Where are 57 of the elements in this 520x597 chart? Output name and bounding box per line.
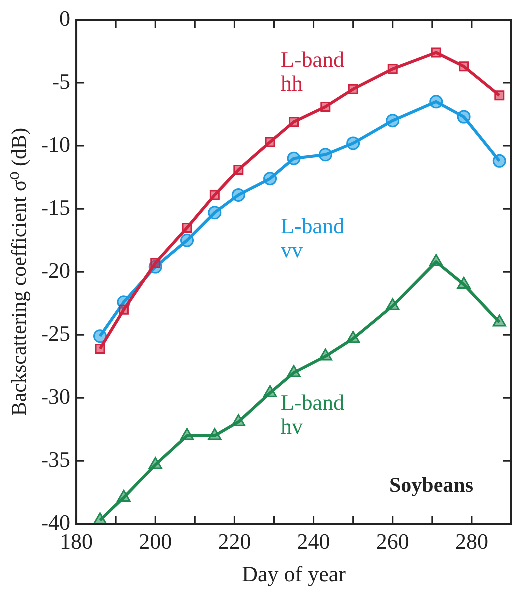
point [289, 117, 300, 128]
point [232, 188, 246, 202]
y-tick-label: -20 [41, 258, 71, 283]
point [430, 254, 444, 266]
x-tick-label: 280 [455, 529, 488, 554]
point [386, 114, 400, 128]
y-axis-title: Backscattering coefficient σ⁰ (dB) [7, 128, 32, 416]
point [208, 428, 222, 440]
point [182, 222, 192, 233]
annotation: Soybeans [389, 473, 474, 498]
point [210, 190, 220, 200]
point [346, 331, 360, 344]
point [180, 428, 194, 440]
point [117, 490, 131, 502]
point [232, 414, 246, 426]
series-label: L-band vv [280, 213, 344, 262]
point [265, 137, 276, 148]
point [388, 64, 398, 74]
x-tick-label: 220 [218, 529, 252, 554]
point [492, 154, 506, 168]
y-tick-label: -15 [41, 194, 71, 220]
point [94, 330, 107, 344]
point [386, 298, 400, 310]
point [348, 84, 358, 94]
point [287, 365, 301, 378]
point [457, 276, 471, 289]
point [318, 148, 332, 162]
point [263, 385, 278, 398]
x-axis-title: Day of year [242, 562, 347, 587]
point [430, 95, 444, 109]
point [95, 344, 106, 354]
point [320, 102, 331, 112]
y-tick-label: -25 [41, 320, 71, 346]
x-tick-label: 200 [139, 529, 172, 554]
point [264, 172, 278, 186]
point [459, 62, 470, 72]
point [492, 314, 506, 327]
point [118, 304, 129, 315]
point [494, 90, 505, 101]
point [431, 48, 442, 58]
point [180, 234, 194, 248]
series-label: L-band hv [280, 390, 344, 439]
point [457, 110, 471, 124]
point [208, 206, 222, 220]
point [234, 165, 244, 175]
x-tick-label: 260 [376, 529, 410, 554]
y-tick-label: -10 [41, 132, 71, 157]
y-tick-label: 0 [60, 6, 71, 31]
point [148, 457, 162, 470]
x-tick-label: 240 [297, 529, 330, 554]
point [346, 136, 360, 150]
y-tick-label: -30 [41, 384, 71, 409]
point [287, 152, 301, 166]
y-tick-label: -5 [52, 68, 71, 94]
y-tick-label: -35 [41, 446, 71, 472]
series-label: L-band hh [280, 47, 344, 96]
point [318, 348, 332, 361]
